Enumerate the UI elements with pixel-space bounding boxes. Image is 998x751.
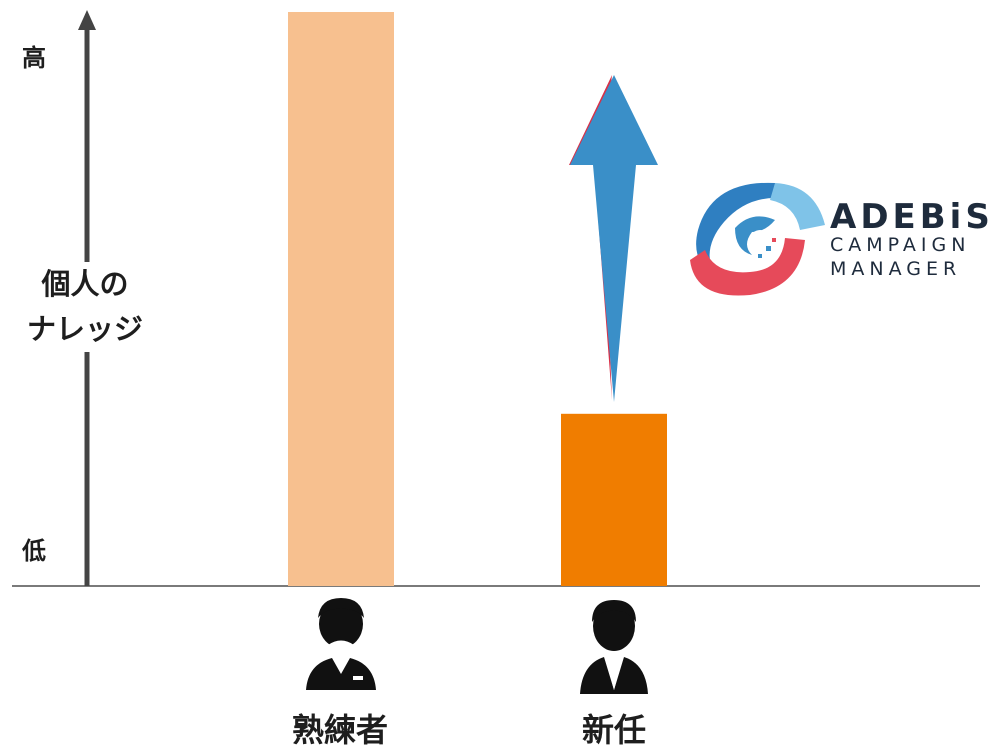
bar-expert <box>288 12 394 586</box>
y-axis-title-line1: 個人の <box>41 267 129 301</box>
upward-arrow-icon <box>569 75 658 402</box>
adebis-logo-icon <box>690 182 825 296</box>
logo-text-campaign: CAMPAIGN <box>830 234 971 256</box>
y-axis-low-label: 低 <box>22 537 46 565</box>
y-axis-high-label: 高 <box>22 44 46 72</box>
bar-newcomer <box>561 413 667 586</box>
logo-text-manager: MANAGER <box>830 258 962 280</box>
expert-person-icon <box>306 598 376 690</box>
y-axis-title: 個人の ナレッジ <box>10 262 160 352</box>
category-label-newcomer: 新任 <box>581 711 646 749</box>
y-axis-arrowhead <box>78 10 96 30</box>
newcomer-person-icon <box>580 600 648 694</box>
y-axis-title-line2: ナレッジ <box>26 312 143 346</box>
logo-text-adebis: ADEBiS <box>830 197 994 237</box>
category-label-expert: 熟練者 <box>291 711 388 749</box>
